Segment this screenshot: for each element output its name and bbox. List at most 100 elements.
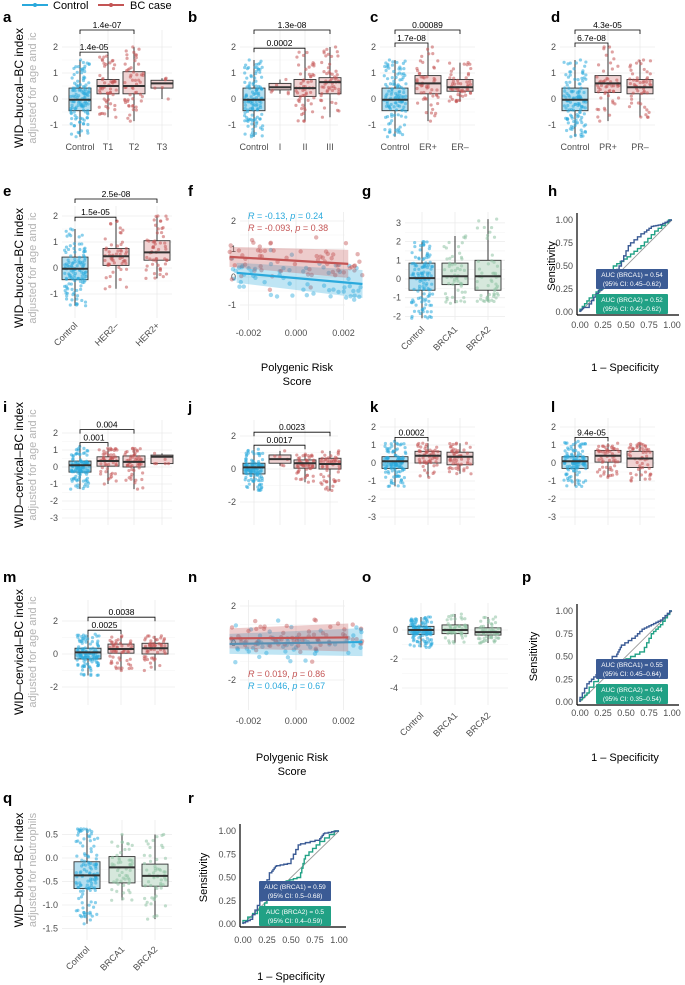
data-point [320,99,324,103]
data-point [326,488,330,492]
y-tick-label: 0.75 [555,629,573,639]
data-point [451,462,455,466]
p-value-label: 9.4e-05 [577,427,606,437]
data-point [581,480,586,484]
data-point [644,80,649,84]
data-point [476,259,480,263]
data-point [296,119,300,123]
data-point [387,450,391,454]
data-point [127,104,131,108]
data-point [304,91,308,95]
data-point [494,635,498,640]
data-point [228,243,233,248]
y-tick-label: 0 [53,649,58,659]
data-point [258,475,262,480]
data-point [435,445,439,449]
data-point [435,463,439,467]
roc-x-title-p: 1 – Specificity [591,752,659,764]
data-point [110,640,114,645]
x-tick-label: BRCA1 [431,324,459,352]
box-II [293,50,317,123]
data-point [251,106,255,111]
auc-value: AUC (BRCA1) = 0.55 [601,662,663,669]
data-point [475,226,480,230]
data-point [152,218,156,222]
data-point [94,857,98,861]
legend-control-dot [33,3,37,7]
data-point [325,479,329,484]
data-point [233,623,239,628]
y-tick-label: -2 [50,682,58,692]
data-point [247,58,251,62]
data-point [84,634,88,638]
data-point [80,901,84,905]
data-point [347,263,352,269]
data-point [397,71,402,75]
data-point [603,108,607,112]
data-point [463,236,467,240]
data-point [456,245,461,249]
data-point [462,640,466,644]
p-eq: = [297,681,307,691]
p-symbol: p [294,223,300,233]
data-point [101,76,105,81]
data-point [76,103,80,107]
data-point [300,477,304,481]
data-point [644,447,648,451]
data-point [612,84,616,88]
data-point [314,253,319,259]
data-point [103,287,107,291]
data-point [112,448,116,452]
data-point [81,479,86,483]
data-point [396,83,400,87]
data-point [325,251,330,257]
data-point [409,623,413,627]
data-point [596,90,601,94]
data-point [166,97,170,101]
y-tick-label: 1.00 [218,826,236,836]
data-point [131,97,135,101]
data-point [425,471,429,475]
y-tick-label: 0.25 [555,284,573,294]
data-point [113,472,117,476]
data-point [68,244,72,248]
data-point [425,271,429,275]
data-point [251,127,255,131]
box-II [293,452,317,484]
data-point [349,264,354,270]
data-point [250,130,255,135]
data-point [383,444,387,448]
data-point [65,294,69,298]
data-point [493,289,497,293]
data-point [425,636,429,640]
data-point [83,304,88,308]
data-point [573,77,577,81]
data-point [319,472,323,477]
data-point [261,124,265,128]
data-point [131,108,135,112]
data-point [562,94,566,98]
sep: , [290,223,295,233]
data-point [422,256,426,260]
data-point [283,649,288,654]
prs-title-n-1: Polygenic Risk [256,752,329,764]
data-point [602,472,606,476]
data-point [351,288,356,294]
data-point [574,484,578,488]
data-point [145,900,149,904]
data-point [463,290,467,294]
data-point [85,116,90,120]
data-point [106,453,110,457]
data-point [154,214,158,218]
data-point [149,902,153,906]
data-point [134,478,138,482]
data-point [490,622,494,627]
data-point [324,633,329,638]
data-point [462,300,467,304]
data-point [634,61,639,65]
data-point [313,618,318,623]
y-tick-label: 1 [551,68,556,78]
y-tick-label: -2 [228,497,236,507]
box-PR– [626,58,654,119]
